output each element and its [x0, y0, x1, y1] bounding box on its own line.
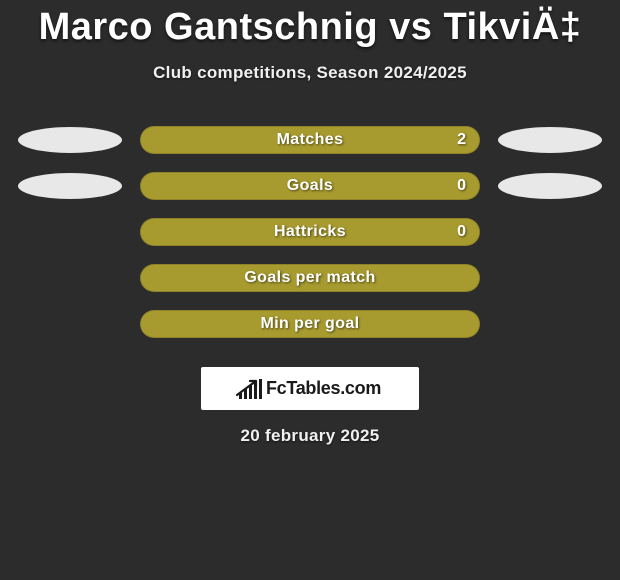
logo-arrow-icon	[236, 379, 260, 397]
left-oval-empty	[18, 309, 122, 339]
stat-label: Min per goal	[140, 315, 480, 333]
stat-bar-matches: Matches 2	[140, 126, 480, 154]
stat-bar-goals-per-match: Goals per match	[140, 264, 480, 292]
fctables-logo[interactable]: FcTables.com	[201, 367, 419, 410]
stat-row: Hattricks 0	[0, 209, 620, 255]
stat-bar-hattricks: Hattricks 0	[140, 218, 480, 246]
right-oval	[498, 125, 602, 155]
right-oval-empty	[498, 309, 602, 339]
stat-bar-min-per-goal: Min per goal	[140, 310, 480, 338]
left-oval-empty	[18, 263, 122, 293]
left-oval	[18, 125, 122, 155]
stat-row: Min per goal	[0, 301, 620, 347]
stat-value: 2	[457, 131, 466, 149]
left-oval-empty	[18, 217, 122, 247]
stat-label: Goals	[140, 177, 480, 195]
stat-value: 0	[457, 223, 466, 241]
date-text: 20 february 2025	[0, 426, 620, 446]
right-oval	[498, 171, 602, 201]
stat-label: Matches	[140, 131, 480, 149]
stat-row: Goals per match	[0, 255, 620, 301]
comparison-card: Marco Gantschnig vs TikviÄ‡ Club competi…	[0, 0, 620, 580]
stats-section: Matches 2 Goals 0 Hattricks 0 Goals	[0, 117, 620, 347]
page-title: Marco Gantschnig vs TikviÄ‡	[0, 6, 620, 49]
stat-bar-goals: Goals 0	[140, 172, 480, 200]
logo-bars-icon	[239, 379, 262, 399]
left-oval	[18, 171, 122, 201]
logo-text: FcTables.com	[266, 378, 381, 399]
subtitle: Club competitions, Season 2024/2025	[0, 63, 620, 83]
stat-label: Hattricks	[140, 223, 480, 241]
right-oval-empty	[498, 217, 602, 247]
right-oval-empty	[498, 263, 602, 293]
stat-label: Goals per match	[140, 269, 480, 287]
stat-row: Matches 2	[0, 117, 620, 163]
stat-value: 0	[457, 177, 466, 195]
stat-row: Goals 0	[0, 163, 620, 209]
